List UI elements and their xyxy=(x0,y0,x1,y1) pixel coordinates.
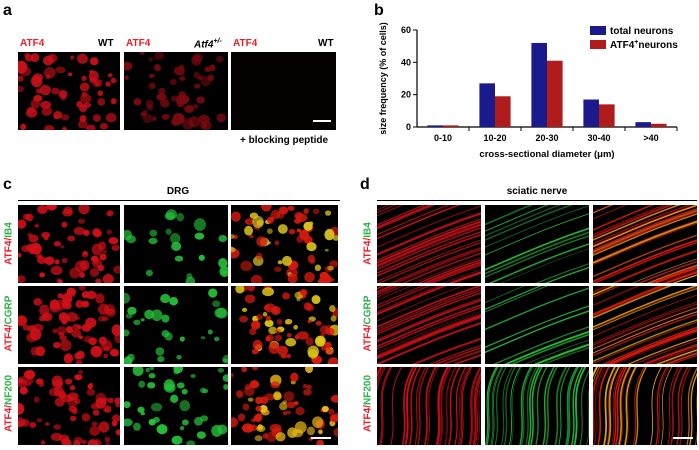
x-tick-label: 20-30 xyxy=(535,133,558,143)
bar-total-3 xyxy=(583,99,599,127)
bar-atf4-3 xyxy=(599,104,615,127)
panel-d-r1-green-fibers xyxy=(485,205,589,283)
x-tick-label: >40 xyxy=(643,133,658,143)
panel-d-r2-merge-fibers xyxy=(593,286,697,364)
panel-c-r3-red-cells xyxy=(18,369,120,445)
panel-a-img3-label-left: ATF4 xyxy=(233,38,258,49)
panel-a-img1-label-right: WT xyxy=(98,38,114,49)
panel-a-image-wt xyxy=(18,52,120,130)
panel-d-title: sciatic nerve xyxy=(506,186,568,197)
panel-a-image-wt-cells xyxy=(18,52,117,130)
panel-a-scale-bar xyxy=(313,120,331,122)
panel-c-r2-green-cells xyxy=(124,288,228,364)
panel-d-row2-label: ATF4/CGRP xyxy=(362,295,374,352)
legend-label-1: ATF4+neurons xyxy=(610,39,678,51)
y-tick-label: 60 xyxy=(401,25,411,35)
panel-d-r3-red-fibers xyxy=(377,367,481,445)
panel-d-r2-green-fibers xyxy=(485,286,589,364)
panel-c-r1-merge-cells xyxy=(231,205,338,283)
panel-d-r3-green-fibers xyxy=(485,367,589,445)
x-tick-label: 0-10 xyxy=(434,133,452,143)
panel-a-img2-label-right: Atf4+/- xyxy=(194,38,222,51)
panel-a-image-knockout-cells xyxy=(124,52,227,130)
panel-d-r1-merge xyxy=(593,205,697,283)
panel-c-letter: c xyxy=(3,176,12,193)
panel-c-r1-merge xyxy=(231,205,338,283)
panel-c-scale-bar xyxy=(311,437,331,439)
bar-total-0 xyxy=(427,125,443,127)
legend-label-0: total neurons xyxy=(610,26,674,37)
y-tick-label: 20 xyxy=(401,90,411,100)
panel-c-r3-merge xyxy=(231,367,338,445)
panel-d-r2-red xyxy=(377,286,481,364)
panel-b-letter: b xyxy=(374,2,384,19)
panel-d-r2-red-fibers xyxy=(377,286,481,364)
legend-swatch-0 xyxy=(590,26,606,35)
panel-a-caption: + blocking peptide xyxy=(240,135,329,146)
panel-c-r1-red xyxy=(18,205,120,283)
panel-c-r2-merge xyxy=(231,286,338,364)
x-tick-label: 30-40 xyxy=(587,133,610,143)
panel-d-r2-green xyxy=(485,286,589,364)
panel-c-r1-red-cells xyxy=(18,205,120,283)
panel-a-img1-label-left: ATF4 xyxy=(20,38,45,49)
panel-c-r1-green xyxy=(124,205,228,283)
x-axis-label: cross-sectional diameter (μm) xyxy=(479,149,614,160)
panel-c-row2-label: ATF4/CGRP xyxy=(3,295,15,352)
panel-a-img3-label-right: WT xyxy=(318,38,334,49)
panel-c-r3-red xyxy=(18,367,120,445)
bar-atf4-4 xyxy=(651,123,667,127)
panel-c-row3-label: ATF4/NF200 xyxy=(3,374,15,433)
panel-d-row3-label: ATF4/NF200 xyxy=(362,374,374,433)
panel-d-r3-red xyxy=(377,367,481,445)
panel-d-scale-bar xyxy=(673,437,693,439)
panel-a-img2-label-left: ATF4 xyxy=(126,38,151,49)
panel-d-r2-merge xyxy=(593,286,697,364)
panel-c-row1-label: ATF4/IB4 xyxy=(3,222,15,265)
legend-swatch-1 xyxy=(590,40,606,49)
panel-a-letter: a xyxy=(3,2,12,19)
y-axis-label: size frequency (% of cells) xyxy=(378,22,388,135)
bar-atf4-2 xyxy=(547,60,563,127)
bar-total-1 xyxy=(479,83,495,127)
y-tick-label: 0 xyxy=(406,122,411,132)
panel-c-r2-red xyxy=(18,286,120,364)
panel-d-r3-merge xyxy=(593,367,697,445)
panel-d-r1-merge-fibers xyxy=(593,205,697,283)
bar-total-2 xyxy=(531,42,547,127)
panel-c-r1-green-cells xyxy=(124,209,228,283)
panel-d-r1-red-fibers xyxy=(377,205,481,283)
panel-c-r2-red-cells xyxy=(18,286,120,364)
panel-c-r3-merge-cells xyxy=(231,367,338,445)
panel-d-row1-label: ATF4/IB4 xyxy=(362,222,374,265)
panel-c-r2-green xyxy=(124,286,228,364)
bar-total-4 xyxy=(635,122,651,127)
bar-atf4-1 xyxy=(495,96,511,127)
panel-a-image-blocking xyxy=(231,52,336,130)
panel-b-chart: 0 20 40 60 0-10 10-20 20-30 30-40 >40 cross-secti… xyxy=(378,22,678,160)
panel-d-title-rule xyxy=(377,200,697,201)
panel-c-title-rule xyxy=(18,200,340,201)
panel-a-image-knockout xyxy=(124,52,228,130)
panel-d-r3-merge-fibers xyxy=(593,367,697,445)
panel-c-r2-merge-cells xyxy=(235,286,338,364)
panel-d-r3-green xyxy=(485,367,589,445)
panel-c-r3-green-cells xyxy=(124,367,228,445)
panel-d-letter: d xyxy=(360,176,370,193)
panel-d-r1-red xyxy=(377,205,481,283)
panel-c-r3-green xyxy=(124,367,228,445)
x-tick-label: 10-20 xyxy=(483,133,506,143)
panel-c-title: DRG xyxy=(166,186,190,197)
y-tick-label: 40 xyxy=(401,57,411,67)
bar-atf4-0 xyxy=(443,125,459,127)
panel-d-r1-green xyxy=(485,205,589,283)
